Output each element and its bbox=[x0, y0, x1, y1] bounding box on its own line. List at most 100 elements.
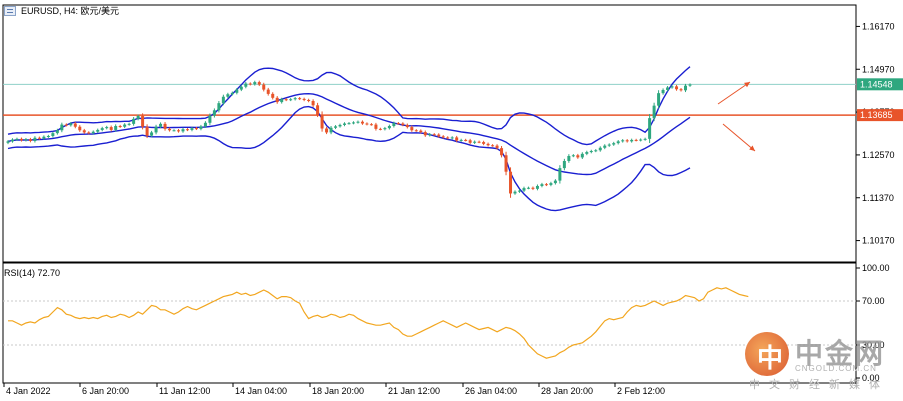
candle-body bbox=[280, 99, 284, 103]
candle-body bbox=[91, 131, 95, 134]
candle-body bbox=[504, 155, 508, 172]
candle-body bbox=[338, 124, 342, 127]
candle-body bbox=[473, 141, 477, 143]
candle-body bbox=[360, 121, 364, 124]
candle-body bbox=[226, 94, 230, 97]
candle-body bbox=[513, 191, 517, 194]
candle-body bbox=[396, 123, 400, 125]
candle-body bbox=[159, 123, 163, 127]
support-price-label: 1.13685 bbox=[860, 110, 893, 120]
candle-body bbox=[109, 127, 113, 130]
candle-body bbox=[531, 187, 535, 189]
candle-body bbox=[69, 123, 73, 126]
candle-body bbox=[87, 132, 91, 134]
candle-body bbox=[374, 124, 378, 129]
candle-body bbox=[437, 134, 441, 137]
candle-body bbox=[194, 128, 198, 130]
chart-axes bbox=[2, 4, 857, 384]
candle-body bbox=[688, 84, 692, 86]
candle-body bbox=[163, 123, 167, 129]
candle-body bbox=[603, 145, 607, 148]
candle-body bbox=[652, 105, 656, 119]
candle-body bbox=[535, 185, 539, 189]
candle-body bbox=[432, 134, 436, 136]
candle-body bbox=[684, 85, 688, 91]
candle-body bbox=[459, 139, 463, 141]
brand-url: CNGOLD.COM.CN bbox=[795, 364, 877, 373]
candle-body bbox=[392, 123, 396, 127]
symbol-icon bbox=[4, 5, 16, 16]
candle-body bbox=[378, 128, 382, 130]
candle-body bbox=[509, 171, 513, 194]
candle-body bbox=[262, 84, 266, 90]
candle-body bbox=[132, 118, 136, 124]
candle-body bbox=[405, 124, 409, 128]
current-price-tag bbox=[857, 78, 903, 91]
candle-body bbox=[518, 190, 521, 192]
axis-ticks: 1.161701.149701.137701.125701.113701.101… bbox=[3, 21, 903, 396]
price-tick-label: 1.12570 bbox=[862, 150, 895, 160]
candle-body bbox=[212, 110, 216, 116]
candle-body bbox=[544, 184, 548, 186]
candle-body bbox=[217, 103, 221, 111]
candle-body bbox=[414, 130, 418, 132]
rsi-tick-label: 0.00 bbox=[862, 373, 880, 383]
current-price-label: 1.14548 bbox=[860, 79, 893, 89]
time-tick-label: 18 Jan 20:00 bbox=[312, 386, 364, 396]
arrow-up-head bbox=[744, 82, 750, 88]
candle-body bbox=[630, 139, 634, 142]
candle-body bbox=[455, 137, 459, 141]
candle-body bbox=[657, 93, 661, 106]
candle-body bbox=[6, 141, 10, 143]
candle-body bbox=[24, 139, 28, 141]
band-lower bbox=[7, 105, 691, 212]
watermark: 中 中金网 CNGOLD.COM.CN 中文财经新媒体 bbox=[745, 330, 895, 392]
candle-body bbox=[298, 98, 302, 100]
candle-body bbox=[230, 92, 234, 95]
candle-body bbox=[127, 123, 131, 125]
candle-body bbox=[244, 83, 248, 87]
candle-body bbox=[675, 86, 679, 90]
candle-body bbox=[589, 150, 593, 153]
candle-body bbox=[666, 87, 670, 90]
time-tick-label: 11 Jan 12:00 bbox=[159, 386, 210, 396]
candle-body bbox=[495, 145, 499, 149]
candle-body bbox=[567, 155, 571, 161]
arrow-down-head bbox=[749, 145, 755, 151]
candle-body bbox=[522, 188, 526, 191]
candle-body bbox=[293, 98, 297, 100]
candle-body bbox=[248, 83, 252, 85]
candle-body bbox=[55, 130, 59, 134]
candle-body bbox=[73, 123, 77, 127]
candle-body bbox=[199, 126, 203, 129]
candle-body bbox=[482, 142, 486, 144]
time-tick-label: 4 Jan 2022 bbox=[6, 386, 51, 396]
chart-header: EURUSD, H4: 欧元/美元 bbox=[4, 4, 119, 17]
candle-body bbox=[302, 98, 306, 100]
brand-logo-icon: 中 bbox=[745, 332, 789, 376]
rsi-tick-label: 70.00 bbox=[862, 296, 885, 306]
candle-body bbox=[257, 82, 261, 85]
candle-body bbox=[141, 116, 145, 127]
rsi-tick-label: 100.00 bbox=[862, 263, 890, 273]
rsi-tick-label: 30.00 bbox=[862, 340, 885, 350]
time-tick-label: 21 Jan 12:00 bbox=[388, 386, 440, 396]
candle-body bbox=[190, 128, 194, 130]
candle-body bbox=[549, 183, 553, 185]
candle-body bbox=[441, 136, 445, 138]
candle-body bbox=[334, 126, 338, 128]
time-tick-label: 26 Jan 04:00 bbox=[465, 386, 517, 396]
candle-body bbox=[316, 105, 320, 115]
candle-body bbox=[168, 128, 172, 131]
candle-body bbox=[450, 137, 454, 139]
candle-body bbox=[598, 147, 602, 151]
candle-body bbox=[60, 124, 64, 131]
candle-body bbox=[571, 155, 575, 157]
candle-body bbox=[325, 128, 329, 133]
candle-body bbox=[289, 99, 293, 101]
rsi-indicator bbox=[3, 287, 856, 359]
candle-body bbox=[446, 137, 450, 139]
price-tick-label: 1.11370 bbox=[862, 193, 894, 203]
symbol-label: EURUSD, H4: 欧元/美元 bbox=[21, 6, 120, 16]
candle-body bbox=[284, 99, 288, 101]
